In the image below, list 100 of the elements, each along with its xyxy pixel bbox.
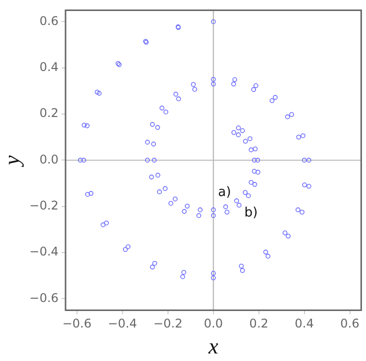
point [104, 220, 109, 226]
point [96, 90, 102, 96]
point [296, 134, 302, 140]
point [210, 207, 216, 212]
point [182, 209, 187, 214]
point [163, 110, 168, 114]
x-tick-label: 0.6 [340, 316, 360, 331]
point [198, 207, 203, 212]
point [266, 254, 270, 259]
point [122, 247, 128, 252]
y-tick-label: 0.2 [39, 106, 59, 120]
point [190, 82, 196, 87]
point [248, 136, 252, 142]
point [263, 250, 268, 254]
point [252, 146, 258, 152]
point [152, 158, 157, 163]
point [296, 207, 300, 212]
point [192, 86, 198, 92]
point [210, 19, 216, 24]
x-tick-label: −0.4 [108, 316, 137, 331]
point [231, 130, 236, 135]
point [285, 114, 290, 120]
point [251, 87, 256, 92]
point [224, 210, 230, 215]
y-tick-label: −0.6 [29, 290, 59, 305]
point [173, 92, 178, 97]
x-axis-title: x [207, 334, 218, 359]
point [289, 112, 294, 117]
point [232, 77, 238, 82]
point [168, 200, 174, 206]
point [126, 244, 130, 250]
point [242, 190, 248, 195]
x-tick-label: −0.6 [62, 316, 92, 331]
y-tick-label: 0.4 [39, 60, 59, 74]
point [254, 83, 258, 88]
point [210, 270, 216, 276]
point [240, 128, 245, 134]
point [252, 182, 258, 187]
point [240, 268, 245, 273]
point [246, 193, 251, 198]
point [155, 172, 160, 178]
point [255, 158, 260, 163]
point [231, 82, 236, 86]
point [300, 210, 304, 215]
point [88, 191, 94, 196]
point [286, 234, 291, 239]
point [172, 196, 178, 202]
point [252, 168, 257, 174]
point [223, 204, 228, 210]
point [236, 125, 241, 130]
point [300, 133, 306, 138]
point [210, 275, 216, 280]
point [302, 158, 307, 163]
y-tick-label: −0.4 [29, 244, 59, 259]
point [157, 189, 162, 194]
point [248, 180, 254, 185]
point [236, 132, 241, 138]
x-tick-label: 0.4 [294, 316, 314, 331]
point [181, 270, 186, 275]
point [160, 106, 164, 110]
point [270, 98, 274, 104]
point [243, 138, 248, 144]
point [85, 192, 90, 197]
series-label: b) [244, 206, 258, 221]
y-tick-label: 0.6 [39, 14, 59, 28]
point [252, 158, 257, 163]
point [84, 123, 90, 128]
y-axis-title: y [0, 155, 24, 168]
point [256, 170, 260, 175]
point [306, 158, 312, 163]
point [81, 158, 86, 163]
y-tick-label: 0.0 [39, 152, 59, 166]
x-tick-label: 0.2 [249, 316, 268, 331]
point [94, 90, 100, 95]
point [100, 222, 106, 228]
y-tick-label: −0.2 [29, 198, 59, 212]
point [306, 184, 312, 189]
point [282, 230, 288, 236]
point [78, 158, 83, 163]
point [155, 125, 160, 130]
x-tick-label: 0.0 [204, 316, 223, 331]
point [238, 264, 244, 269]
point [272, 95, 278, 100]
point [196, 213, 202, 218]
point [210, 213, 216, 218]
point [145, 140, 150, 145]
point [180, 274, 186, 280]
point [248, 147, 254, 152]
point [176, 96, 181, 102]
point [145, 158, 150, 163]
point [302, 182, 307, 188]
point [210, 82, 216, 86]
series-label: a) [218, 185, 232, 200]
point [152, 260, 158, 266]
x-tick-label: −0.2 [153, 316, 182, 331]
point [184, 204, 190, 209]
point [210, 77, 216, 82]
point [162, 186, 168, 191]
point [151, 142, 156, 146]
point [82, 122, 87, 128]
